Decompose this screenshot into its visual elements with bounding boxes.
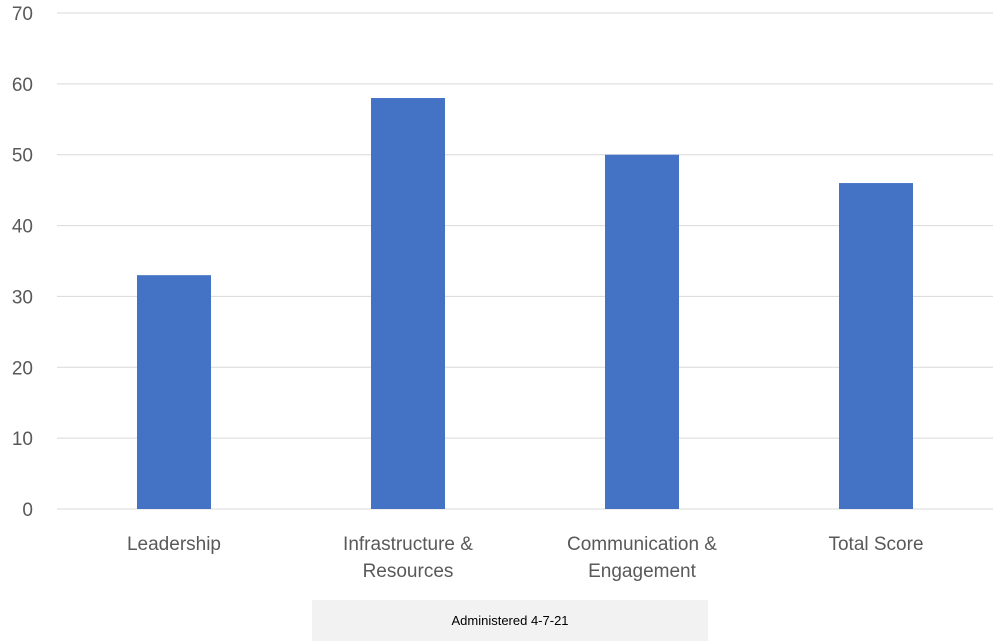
bars	[137, 98, 913, 510]
y-axis-ticks: 0 10 20 30 40 50 60 70	[12, 4, 33, 521]
category-label: Engagement	[588, 561, 696, 582]
bar-3	[839, 183, 913, 510]
y-tick-label: 0	[22, 500, 33, 521]
category-label: Leadership	[127, 534, 221, 555]
bar-chart: 0 10 20 30 40 50 60 70 Leadership Infrastructure…	[12, 4, 993, 582]
y-tick-label: 20	[12, 358, 33, 379]
x-axis-categories: Leadership Infrastructure & Resources Commu…	[127, 534, 924, 582]
y-tick-label: 30	[12, 287, 33, 308]
bar-1	[371, 98, 445, 510]
administered-note: Administered 4-7-21	[451, 613, 569, 628]
bar-2	[605, 154, 679, 509]
y-tick-label: 70	[12, 4, 33, 25]
category-label: Resources	[363, 561, 454, 582]
gridlines	[57, 12, 993, 510]
note-box: Administered 4-7-21	[312, 600, 708, 641]
category-label: Total Score	[828, 534, 923, 555]
y-tick-label: 10	[12, 429, 33, 450]
y-tick-label: 40	[12, 217, 33, 238]
bar-0	[137, 275, 211, 509]
y-tick-label: 50	[12, 146, 33, 167]
category-label: Infrastructure &	[343, 534, 473, 555]
category-label: Communication &	[567, 534, 717, 555]
y-tick-label: 60	[12, 75, 33, 96]
